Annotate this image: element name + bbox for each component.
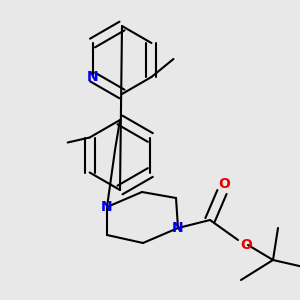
Text: N: N [87,70,98,84]
Text: N: N [101,200,113,214]
Text: O: O [240,238,252,252]
Text: N: N [172,221,184,235]
Text: O: O [218,177,230,191]
